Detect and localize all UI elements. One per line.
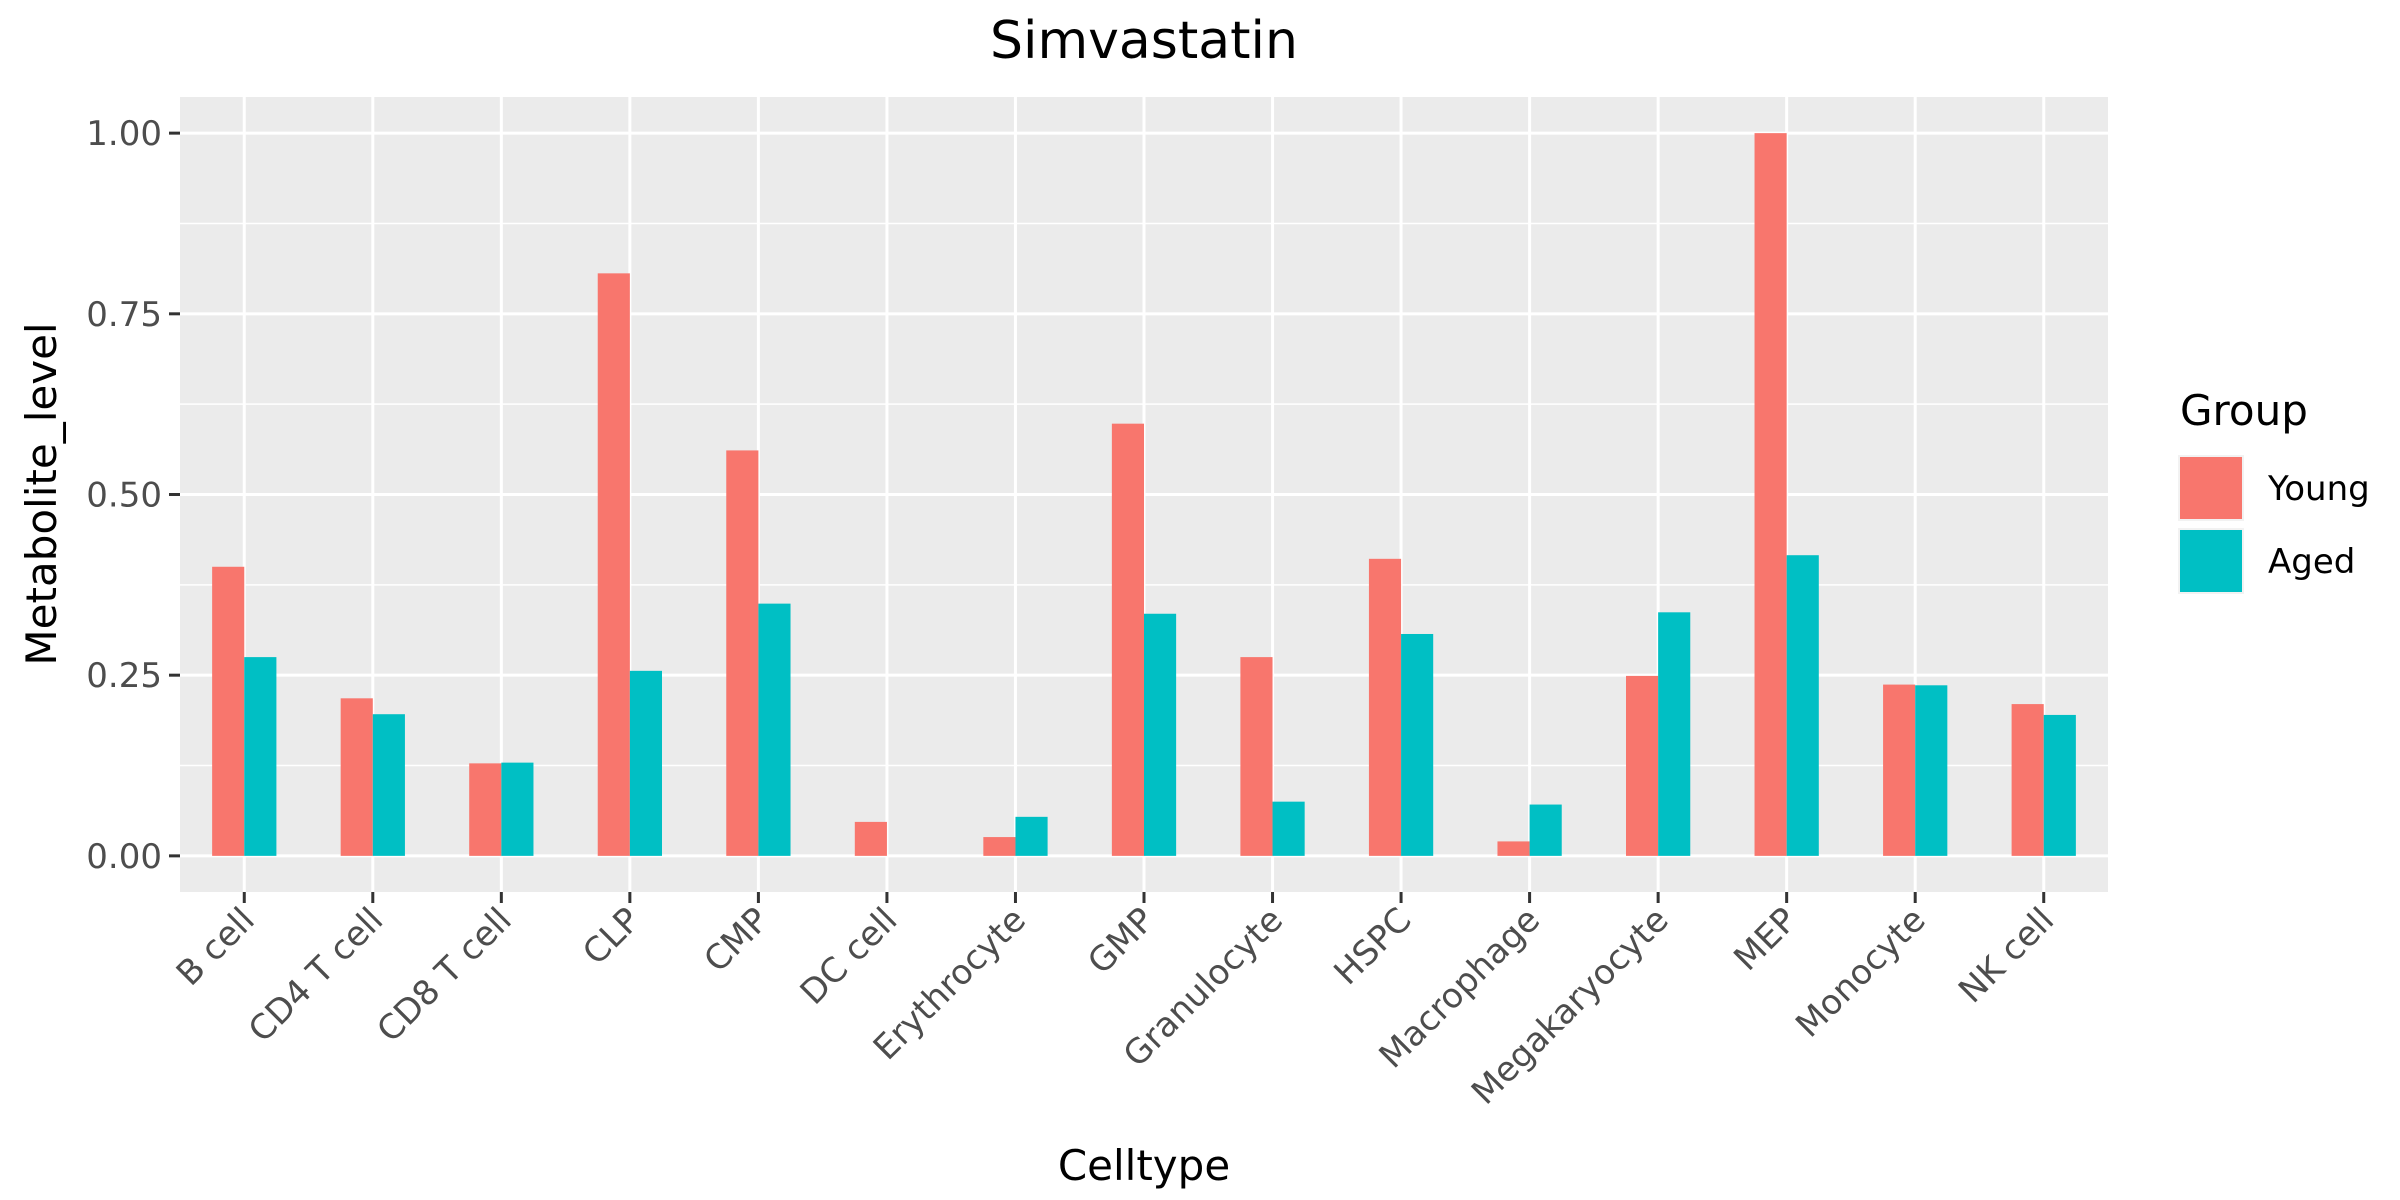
y-tick-label: 0.75	[86, 295, 162, 335]
y-axis-title: Metabolite_level	[17, 322, 66, 665]
x-axis-title: Celltype	[1058, 1141, 1230, 1190]
bars	[212, 133, 2076, 856]
bar-aged	[1272, 801, 1305, 856]
bar-aged	[1529, 804, 1562, 856]
x-tick-label: CMP	[696, 900, 776, 980]
y-tick-label: 1.00	[86, 114, 162, 154]
bar-young	[726, 450, 759, 856]
bar-aged	[1015, 816, 1048, 856]
bar-young	[983, 837, 1016, 856]
bar-aged	[1786, 555, 1819, 856]
x-tick-label: CD4 T cell	[241, 900, 391, 1050]
bar-aged	[244, 657, 277, 856]
bar-young	[1111, 423, 1144, 856]
y-tick-label: 0.00	[86, 837, 162, 877]
x-tick-label: CLP	[575, 900, 648, 973]
bar-young	[212, 566, 245, 856]
bar-young	[597, 273, 630, 856]
legend-label-young: Young	[2267, 469, 2370, 509]
bar-aged	[758, 603, 791, 856]
y-axis: 0.00 0.25 0.50 0.75 1.00	[86, 114, 180, 877]
bar-young	[854, 821, 887, 856]
x-tick-label: DC cell	[793, 900, 906, 1013]
bar-aged	[1144, 613, 1177, 856]
bar-young	[1626, 675, 1659, 856]
legend-swatch-young	[2180, 457, 2242, 519]
chart-title: Simvastatin	[990, 11, 1298, 71]
y-tick-label: 0.25	[86, 656, 162, 696]
bar-aged	[1401, 633, 1434, 856]
x-tick-label: B cell	[169, 900, 263, 994]
bar-young	[469, 763, 502, 856]
bar-young	[1240, 657, 1273, 856]
x-tick-label: HSPC	[1327, 900, 1420, 993]
legend-label-aged: Aged	[2268, 542, 2355, 582]
bar-young	[1368, 558, 1402, 856]
bar-young	[340, 698, 373, 856]
y-tick-label: 0.50	[86, 476, 162, 516]
x-tick-label: NK cell	[1951, 900, 2062, 1011]
x-tick-label: GMP	[1080, 900, 1162, 982]
bar-young	[1883, 684, 1916, 856]
bar-young	[2011, 704, 2044, 856]
x-tick-label: MEP	[1726, 900, 1805, 979]
bar-aged	[629, 670, 662, 856]
bar-aged	[2043, 714, 2076, 856]
bar-aged	[1915, 685, 1948, 856]
bar-young	[1754, 133, 1787, 856]
legend-title: Group	[2180, 386, 2308, 435]
bar-aged	[501, 762, 534, 856]
legend: Group Young Aged	[2178, 386, 2370, 594]
bar-aged	[1658, 612, 1691, 856]
bar-aged	[372, 714, 405, 856]
legend-swatch-aged	[2180, 530, 2242, 592]
bar-young	[1497, 841, 1530, 856]
x-tick-label: CD8 T cell	[369, 900, 519, 1050]
x-tick-label: Monocyte	[1788, 900, 1933, 1045]
